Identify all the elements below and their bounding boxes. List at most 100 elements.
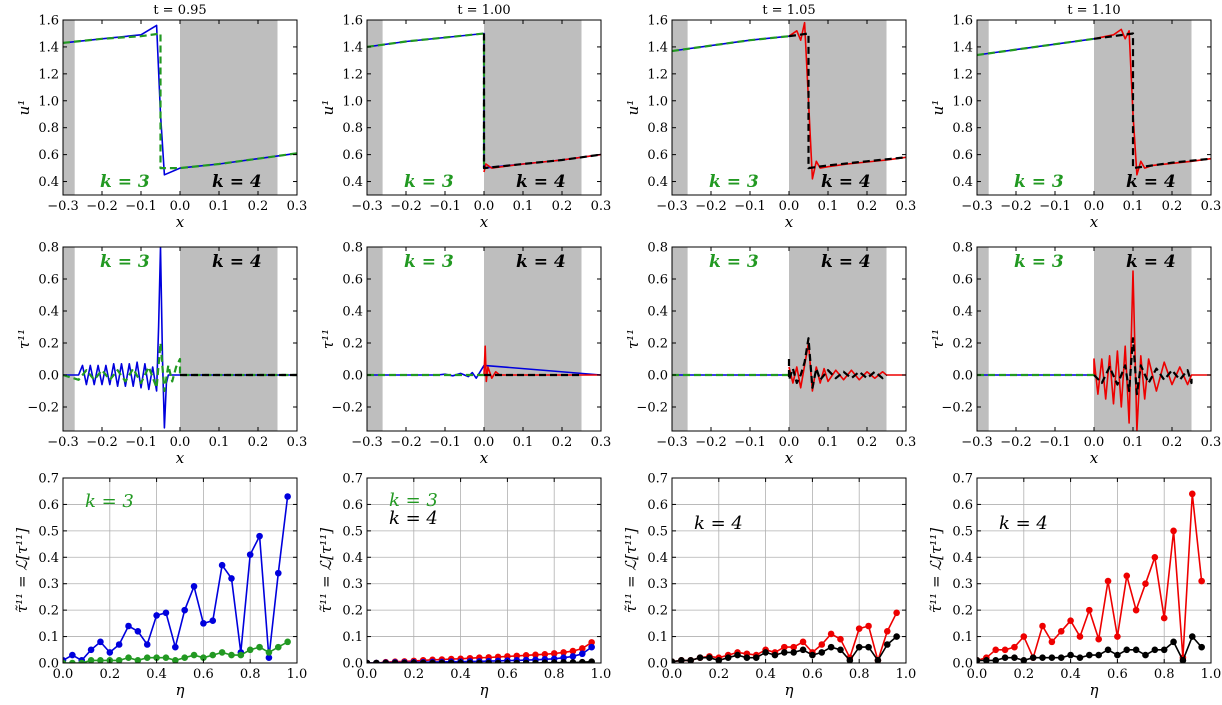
blue-data-point [200,620,207,627]
y-tick-label: 0.2 [342,604,363,619]
black-data-point [855,643,863,651]
y-tick-label: 1.6 [38,14,59,29]
x-axis-label: x [785,449,794,467]
x-tick-label: 0.0 [779,199,800,214]
panel-title: t = 1.00 [457,3,510,18]
y-tick-label: 1.4 [38,40,59,55]
x-tick-label: −0.1 [125,435,157,450]
x-axis-label: η [480,681,489,699]
black-data-point [1170,638,1177,646]
k4-annotation: k = 4 [821,252,871,272]
y-axis-label: τ¹¹ [15,329,33,349]
k3-annotation: k = 3 [100,252,150,272]
blue-series-line [63,496,289,662]
x-tick-label: 0.1 [818,199,839,214]
y-tick-label: −0.2 [941,401,973,416]
y-tick-label: 0.0 [647,657,668,672]
x-tick-label: 0.0 [1084,199,1105,214]
x-tick-label: 0.8 [240,667,261,682]
k4-annotation: k = 4 [212,252,262,272]
red-data-point [1001,646,1009,654]
y-tick-label: 0.6 [647,498,668,513]
panel-1-1: −0.3 −0.2 −0.1 0.0 0.1 0.2 0.3 0.4 0.6 0.8 1.0 1.2 1… [15,3,307,231]
shaded-region [1094,247,1192,431]
shaded-region [672,247,688,431]
y-tick-label: 1.2 [38,67,59,82]
y-axis-label: τ¹¹ [929,329,947,349]
y-tick-label: 0.4 [952,305,973,320]
red-data-point [1142,580,1149,588]
x-tick-label: 0.3 [287,435,308,450]
black-series-line [482,33,601,170]
shaded-region [484,247,582,431]
x-tick-label: 0.4 [755,667,776,682]
black-data-point [992,657,1000,663]
green-data-point [125,654,132,662]
green-data-point [181,654,188,662]
black-series-line [1093,32,1211,170]
x-tick-label: −0.2 [86,435,118,450]
k4-annotation: k = 4 [516,172,566,192]
k3-annotation: k = 3 [709,172,759,192]
y-tick-label: 0.2 [952,337,973,352]
red-data-point [837,635,844,643]
y-tick-label: 0.4 [952,175,973,190]
red-data-point [1198,577,1205,585]
y-tick-label: 0.1 [647,630,668,645]
y-tick-label: 1.4 [342,40,363,55]
blue-data-point [181,606,188,614]
y-tick-label: 0.8 [647,241,668,256]
x-tick-label: 0.8 [544,667,565,682]
blue-data-point [256,532,263,540]
x-tick-label: 1.0 [1201,667,1222,682]
green-data-point [134,657,142,663]
green-data-point [162,654,170,662]
black-data-point [367,659,371,663]
red-data-point [588,639,595,646]
red-data-point [550,650,558,657]
x-tick-label: 0.0 [662,667,683,682]
y-tick-label: 0.8 [342,241,363,256]
y-tick-label: 0.2 [38,604,59,619]
red-data-point [1086,606,1093,614]
y-tick-label: −0.2 [331,401,363,416]
black-data-point [532,659,539,663]
x-tick-label: −0.1 [429,435,461,450]
red-data-point [569,647,577,655]
red-data-point [1076,633,1084,640]
axes-frame [976,477,1212,664]
y-tick-label: 1.6 [952,14,973,29]
red-data-point [560,649,567,656]
black-data-point [485,659,492,663]
y-tick-label: 1.4 [647,40,668,55]
black-series-line [787,337,888,389]
black-data-point [672,658,676,663]
red-data-point [1160,614,1168,622]
blue-data-point [172,643,179,651]
y-tick-label: 0.6 [342,148,363,163]
black-data-point [799,646,807,654]
x-tick-label: −0.1 [125,199,157,214]
black-data-point [419,659,427,663]
x-tick-label: 0.0 [474,435,495,450]
k4-annotation: k = 4 [389,508,438,529]
red-data-point [893,609,900,617]
shaded-region [672,20,688,195]
y-tick-label: 0.2 [342,337,363,352]
green-data-point [209,651,217,659]
x-tick-label: 1.0 [287,667,308,682]
red-data-point [790,643,797,651]
black-data-point [1198,643,1205,651]
x-tick-label: −0.3 [351,435,383,450]
panel-3-2: 0.0 0.2 0.4 0.6 0.8 1.0 0.0 0.1 0.2 0.3 0.4 0.5 0.6 0… [317,472,611,700]
y-tick-label: 1.2 [952,67,973,82]
k4-annotation: k = 4 [999,513,1048,534]
black-series-line [788,32,906,170]
y-axis-label: u¹ [15,100,33,116]
green-data-point [246,646,254,654]
red-data-point [818,641,826,648]
y-tick-label: 0.4 [952,551,973,566]
x-tick-label: 0.4 [450,667,471,682]
green-series-line [672,35,790,53]
k3-annotation: k = 3 [389,490,438,511]
